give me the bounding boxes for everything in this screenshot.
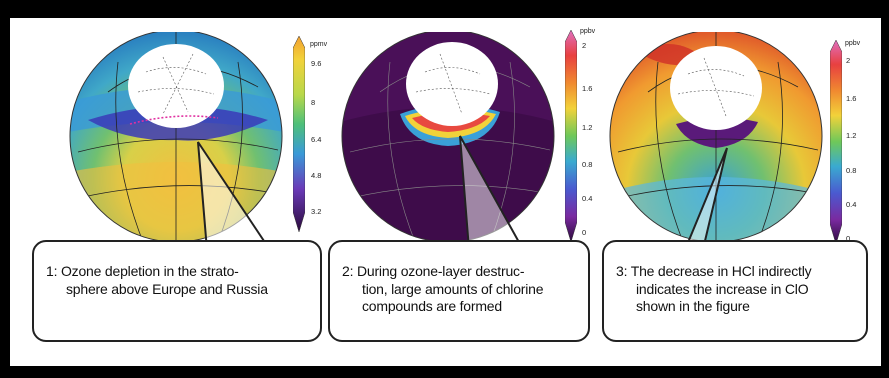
ozone-unit-label: ppmv xyxy=(310,41,328,48)
chlorine-color-scale xyxy=(565,30,577,242)
chlorine-unit-label: ppbv xyxy=(580,28,596,35)
caption-line: 3: The decrease in HCl indirectly xyxy=(616,263,812,279)
caption-box-chlorine: 2: During ozone-layer destruc- tion, lar… xyxy=(328,240,590,342)
hcl-tick: 1.6 xyxy=(846,94,857,103)
chlorine-tick: 2 xyxy=(582,41,587,50)
caption-line: shown in the figure xyxy=(636,298,750,314)
caption-line: indicates the increase in ClO xyxy=(636,280,809,297)
chlorine-globe-map xyxy=(341,32,555,242)
chlorine-tick: 0.8 xyxy=(582,160,593,169)
hcl-unit-label: ppbv xyxy=(845,40,861,47)
caption-box-hcl: 3: The decrease in HCl indirectly indica… xyxy=(602,240,868,342)
ozone-tick: 8 xyxy=(311,98,316,107)
ozone-tick: 9.6 xyxy=(311,59,322,68)
hcl-tick: 2 xyxy=(846,56,851,65)
chlorine-tick: 0.4 xyxy=(582,194,593,203)
caption-line: tion, large amounts of chlorine xyxy=(362,280,544,297)
hcl-color-scale xyxy=(830,40,842,244)
caption-line: 1: Ozone depletion in the strato- xyxy=(46,263,239,279)
ozone-tick: 4.8 xyxy=(311,171,322,180)
caption-line: 2: During ozone-layer destruc- xyxy=(342,263,525,279)
chlorine-tick: 1.2 xyxy=(582,123,593,132)
caption-line: compounds are formed xyxy=(362,298,502,314)
caption-line: sphere above Europe and Russia xyxy=(66,280,268,297)
chlorine-tick: 1.6 xyxy=(582,84,593,93)
hcl-tick: 1.2 xyxy=(846,131,857,140)
caption-box-ozone: 1: Ozone depletion in the strato- sphere… xyxy=(32,240,322,342)
ozone-tick: 6.4 xyxy=(311,135,322,144)
hcl-globe-map xyxy=(609,32,823,242)
hcl-tick: 0 xyxy=(846,234,851,243)
ozone-color-scale xyxy=(293,36,305,232)
ozone-tick: 3.2 xyxy=(311,207,322,216)
hcl-tick: 0.4 xyxy=(846,200,857,209)
ozone-globe-map xyxy=(69,32,283,242)
chlorine-tick: 0 xyxy=(582,228,587,237)
hcl-tick: 0.8 xyxy=(846,166,857,175)
